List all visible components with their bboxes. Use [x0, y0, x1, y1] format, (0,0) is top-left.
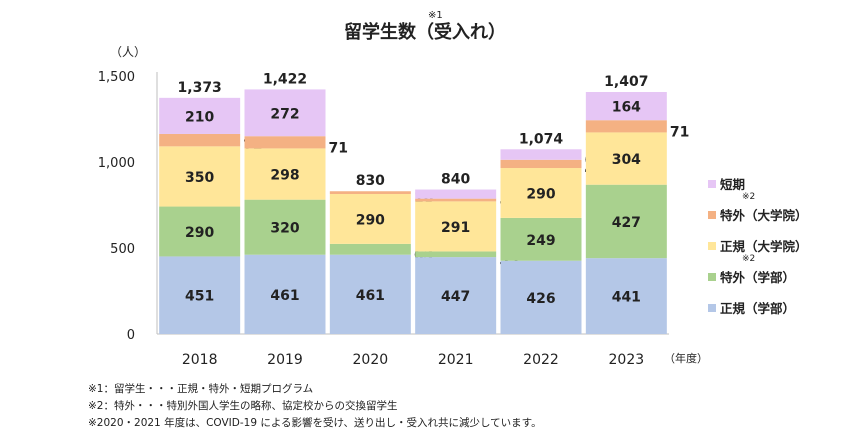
legend-swatch — [708, 272, 716, 281]
legend-swatch — [708, 303, 716, 312]
legend-item: 正規（学部） — [708, 292, 808, 323]
data-label: 426 — [526, 291, 555, 307]
legend-swatch — [708, 210, 716, 219]
bar-segment — [500, 149, 582, 160]
bar-segment — [329, 243, 411, 255]
data-label: 290 — [356, 212, 385, 228]
footnotes: ※1：留学生・・・正規・特外・短期プログラム ※2：特外・・・特別外国人学生の略… — [88, 381, 542, 432]
bar-segment — [585, 91, 667, 121]
total-label: 1,422 — [263, 71, 307, 87]
x-tick-label: 2021 — [438, 352, 474, 368]
legend-label: 特外（大学院） — [720, 208, 808, 223]
y-tick-label: 500 — [110, 242, 135, 257]
total-label: 1,074 — [519, 131, 564, 147]
legend-item: 正規（大学院） — [708, 230, 808, 261]
bar-segment — [500, 260, 582, 334]
bar-segment — [500, 217, 582, 261]
data-label: 451 — [185, 289, 214, 305]
bar-segment — [244, 89, 326, 137]
x-tick-label: 2018 — [182, 352, 218, 368]
data-label: 290 — [526, 186, 555, 202]
legend-note: ※2 — [742, 192, 756, 202]
x-tick-label: 2022 — [523, 352, 559, 368]
x-tick-label: 2023 — [609, 352, 645, 368]
legend-label: 短期 — [720, 177, 746, 192]
data-label: 441 — [612, 290, 641, 306]
data-label: 461 — [356, 288, 385, 304]
legend-item: 短期 — [708, 168, 808, 199]
x-axis-label: （年度） — [664, 351, 708, 365]
total-label: 830 — [356, 173, 385, 189]
legend-label: 正規（学部） — [720, 301, 796, 316]
data-label: 71 — [670, 124, 689, 140]
bar-segment — [415, 198, 497, 202]
bar-segment — [585, 258, 667, 334]
total-label: 1,407 — [604, 74, 648, 90]
bar-segment — [244, 136, 326, 149]
data-label: 164 — [612, 100, 641, 116]
legend-note: ※2 — [742, 254, 756, 264]
total-label: 1,373 — [178, 80, 222, 96]
legend-swatch — [708, 241, 716, 250]
data-label: 291 — [441, 220, 470, 236]
bar-segment — [415, 189, 497, 199]
bar-segment — [159, 133, 241, 147]
footnote-2: ※2：特外・・・特別外国人学生の略称、協定校からの交換留学生 — [88, 400, 398, 412]
bar-segment — [500, 168, 582, 218]
bar-segment — [244, 254, 326, 334]
data-label: 350 — [185, 170, 214, 186]
data-label: 272 — [270, 106, 299, 122]
bar-segment — [500, 159, 582, 169]
data-label: 71 — [329, 140, 348, 156]
bar-segment — [329, 191, 411, 194]
bar-segment — [585, 184, 667, 259]
legend-item: 特外（学部） ※2 — [708, 254, 808, 292]
y-tick-label: 1,000 — [98, 156, 135, 171]
bar-segment — [329, 254, 411, 334]
y-tick-label: 0 — [127, 328, 135, 343]
footnote-3: ※2020・2021 年度は、COVID-19 による影響を受け、送り出し・受入… — [88, 417, 542, 429]
legend-label: 特外（学部） — [720, 270, 796, 285]
bar-segment — [159, 97, 241, 134]
bar-segment — [244, 199, 326, 255]
bar-segment — [415, 251, 497, 258]
bar-segment — [585, 120, 667, 133]
bar-segment — [244, 148, 326, 200]
chart-title: 留学生数（受入れ） — [344, 22, 506, 43]
bar-segment — [159, 146, 241, 207]
legend-item: 特外（大学院） ※2 — [708, 192, 808, 230]
data-label: 210 — [185, 109, 214, 125]
data-label: 427 — [612, 215, 641, 231]
y-tick-label: 1,500 — [98, 70, 135, 85]
y-axis-label: （人） — [110, 45, 146, 59]
data-label: 320 — [270, 221, 299, 237]
chart-title-note: ※1 — [428, 10, 443, 21]
data-label: 249 — [526, 233, 555, 249]
data-label: 304 — [612, 152, 641, 168]
data-label: 447 — [441, 289, 470, 305]
bar-segment — [415, 257, 497, 334]
chart-legend: 短期 特外（大学院） ※2 正規（大学院） 特外（学部） ※2 正規（学部） — [708, 168, 808, 323]
data-label: 298 — [270, 168, 299, 184]
bar-segment — [159, 206, 241, 257]
data-label: 461 — [270, 288, 299, 304]
footnote-1: ※1：留学生・・・正規・特外・短期プログラム — [88, 383, 314, 395]
x-tick-label: 2019 — [267, 352, 303, 368]
bar-segment — [585, 132, 667, 185]
x-tick-label: 2020 — [353, 352, 389, 368]
bar-segment — [329, 193, 411, 244]
legend-label: 正規（大学院） — [720, 239, 808, 254]
data-label: 290 — [185, 225, 214, 241]
legend-swatch — [708, 179, 716, 188]
total-label: 840 — [441, 172, 470, 188]
bar-segment — [159, 256, 241, 334]
bar-segment — [415, 201, 497, 252]
